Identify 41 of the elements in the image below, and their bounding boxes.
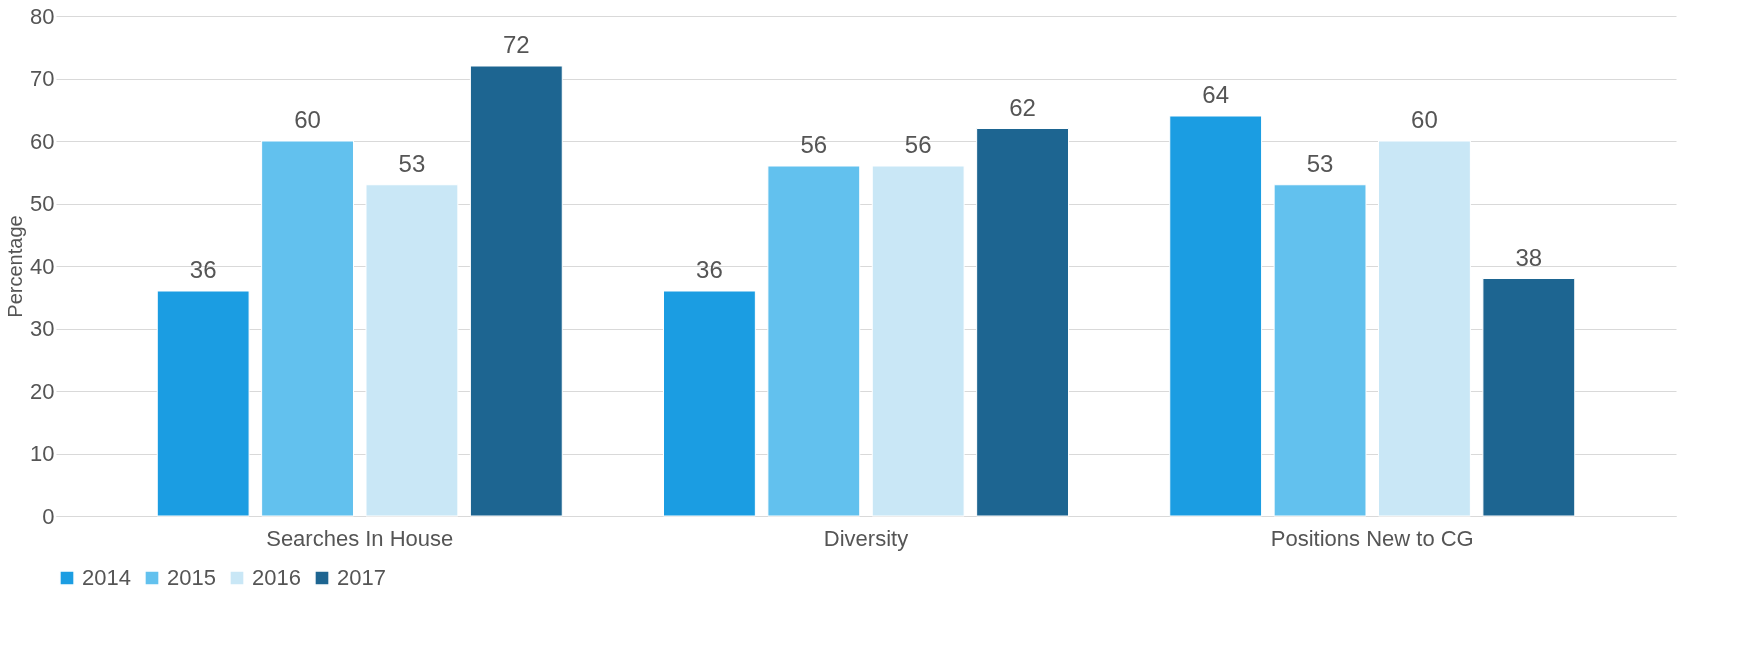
bar xyxy=(663,290,756,517)
bar xyxy=(1169,115,1263,517)
data-label: 64 xyxy=(1202,81,1230,108)
y-tick-label: 50 xyxy=(30,191,55,216)
x-tick-label: Positions New to CG xyxy=(1270,525,1474,551)
data-label: 36 xyxy=(189,256,217,283)
legend-label: 2014 xyxy=(82,565,131,590)
data-label: 36 xyxy=(696,256,723,283)
data-label: 72 xyxy=(502,31,530,58)
legend-label: 2016 xyxy=(252,565,301,590)
y-tick-label: 70 xyxy=(30,66,55,91)
y-tick-label: 60 xyxy=(30,128,55,154)
x-tick-label: Diversity xyxy=(823,525,909,551)
bar xyxy=(261,140,354,517)
data-label: 56 xyxy=(800,131,828,158)
bar xyxy=(1273,184,1367,517)
data-label: 60 xyxy=(294,106,321,133)
bar xyxy=(365,184,459,517)
y-tick-label: 30 xyxy=(30,316,55,341)
legend-label: 2015 xyxy=(167,565,216,590)
data-label: 60 xyxy=(1411,106,1438,133)
y-tick-label: 20 xyxy=(30,378,55,404)
y-tick-label: 40 xyxy=(30,253,55,279)
bar xyxy=(1378,140,1471,517)
bar xyxy=(767,165,861,517)
y-tick-label: 10 xyxy=(30,441,55,466)
bar xyxy=(156,290,250,517)
data-label: 53 xyxy=(398,149,426,177)
y-axis-title: Percentage xyxy=(4,215,27,318)
bar xyxy=(871,165,965,517)
data-label: 56 xyxy=(904,131,932,158)
legend-label: 2017 xyxy=(337,565,386,590)
x-tick-label: Searches In House xyxy=(266,525,454,551)
bar xyxy=(469,65,563,517)
data-label: 62 xyxy=(1009,93,1036,121)
data-label: 38 xyxy=(1515,243,1543,271)
y-tick-label: 80 xyxy=(30,3,55,29)
bar xyxy=(976,128,1069,517)
data-label: 53 xyxy=(1306,149,1334,177)
y-tick-label: 0 xyxy=(42,503,55,529)
bar xyxy=(1482,278,1576,517)
